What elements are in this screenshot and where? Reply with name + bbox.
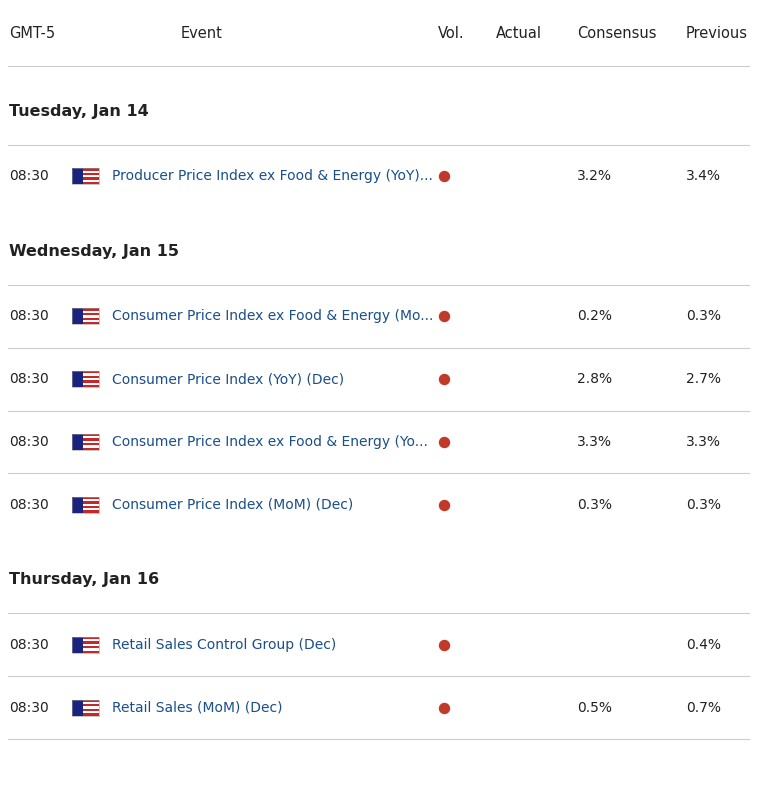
FancyBboxPatch shape: [83, 382, 99, 385]
Text: 0.3%: 0.3%: [686, 497, 721, 512]
Text: 3.3%: 3.3%: [686, 435, 721, 449]
Point: [438, 436, 450, 448]
FancyBboxPatch shape: [83, 506, 99, 508]
FancyBboxPatch shape: [83, 173, 99, 175]
FancyBboxPatch shape: [83, 499, 99, 502]
FancyBboxPatch shape: [83, 639, 99, 642]
Text: Consensus: Consensus: [577, 26, 656, 41]
Text: Consumer Price Index (YoY) (Dec): Consumer Price Index (YoY) (Dec): [112, 372, 344, 386]
Text: Vol.: Vol.: [438, 26, 465, 41]
Text: 3.2%: 3.2%: [577, 169, 612, 184]
FancyBboxPatch shape: [83, 443, 99, 445]
Point: [438, 373, 450, 386]
Text: 08:30: 08:30: [9, 309, 49, 324]
FancyBboxPatch shape: [83, 320, 99, 322]
Text: Consumer Price Index ex Food & Energy (Yo...: Consumer Price Index ex Food & Energy (Y…: [112, 435, 428, 449]
FancyBboxPatch shape: [83, 376, 99, 378]
Point: [438, 701, 450, 714]
Text: 08:30: 08:30: [9, 169, 49, 184]
FancyBboxPatch shape: [83, 441, 99, 443]
FancyBboxPatch shape: [83, 700, 99, 702]
FancyBboxPatch shape: [83, 317, 99, 320]
Text: 08:30: 08:30: [9, 638, 49, 652]
Text: Previous: Previous: [686, 26, 748, 41]
FancyBboxPatch shape: [83, 316, 99, 317]
FancyBboxPatch shape: [72, 434, 83, 450]
FancyBboxPatch shape: [83, 380, 99, 382]
Text: 08:30: 08:30: [9, 435, 49, 449]
Text: 0.4%: 0.4%: [686, 638, 721, 652]
FancyBboxPatch shape: [83, 497, 99, 499]
Text: 08:30: 08:30: [9, 372, 49, 386]
Text: Event: Event: [180, 26, 222, 41]
FancyBboxPatch shape: [83, 702, 99, 704]
Text: Tuesday, Jan 14: Tuesday, Jan 14: [9, 104, 149, 119]
FancyBboxPatch shape: [83, 648, 99, 650]
FancyBboxPatch shape: [83, 637, 99, 639]
Text: GMT-5: GMT-5: [9, 26, 55, 41]
FancyBboxPatch shape: [83, 644, 99, 646]
FancyBboxPatch shape: [83, 650, 99, 653]
FancyBboxPatch shape: [72, 497, 83, 513]
Text: Producer Price Index ex Food & Energy (YoY)...: Producer Price Index ex Food & Energy (Y…: [112, 169, 433, 184]
FancyBboxPatch shape: [83, 171, 99, 173]
FancyBboxPatch shape: [83, 436, 99, 439]
FancyBboxPatch shape: [83, 510, 99, 513]
Text: 0.3%: 0.3%: [686, 309, 721, 324]
Text: Retail Sales (MoM) (Dec): Retail Sales (MoM) (Dec): [112, 700, 282, 715]
FancyBboxPatch shape: [83, 313, 99, 316]
FancyBboxPatch shape: [83, 434, 99, 436]
FancyBboxPatch shape: [83, 385, 99, 387]
FancyBboxPatch shape: [83, 374, 99, 376]
Text: 2.7%: 2.7%: [686, 372, 721, 386]
Text: Consumer Price Index (MoM) (Dec): Consumer Price Index (MoM) (Dec): [112, 497, 354, 512]
FancyBboxPatch shape: [83, 177, 99, 180]
Text: 0.2%: 0.2%: [577, 309, 612, 324]
FancyBboxPatch shape: [83, 168, 99, 171]
FancyBboxPatch shape: [72, 637, 83, 653]
FancyBboxPatch shape: [83, 704, 99, 707]
FancyBboxPatch shape: [83, 182, 99, 184]
FancyBboxPatch shape: [83, 439, 99, 441]
FancyBboxPatch shape: [83, 502, 99, 504]
FancyBboxPatch shape: [83, 508, 99, 510]
Point: [438, 638, 450, 651]
FancyBboxPatch shape: [83, 708, 99, 711]
Text: 0.3%: 0.3%: [577, 497, 612, 512]
Text: 3.3%: 3.3%: [577, 435, 612, 449]
Point: [438, 498, 450, 511]
Text: Consumer Price Index ex Food & Energy (Mo...: Consumer Price Index ex Food & Energy (M…: [112, 309, 434, 324]
Point: [438, 170, 450, 183]
FancyBboxPatch shape: [83, 180, 99, 182]
FancyBboxPatch shape: [83, 707, 99, 708]
FancyBboxPatch shape: [83, 713, 99, 716]
Point: [438, 310, 450, 323]
FancyBboxPatch shape: [83, 445, 99, 448]
Text: 3.4%: 3.4%: [686, 169, 721, 184]
Text: Retail Sales Control Group (Dec): Retail Sales Control Group (Dec): [112, 638, 336, 652]
FancyBboxPatch shape: [83, 371, 99, 374]
Text: 0.7%: 0.7%: [686, 700, 721, 715]
Text: 2.8%: 2.8%: [577, 372, 612, 386]
FancyBboxPatch shape: [83, 175, 99, 177]
FancyBboxPatch shape: [83, 378, 99, 380]
FancyBboxPatch shape: [83, 646, 99, 648]
FancyBboxPatch shape: [83, 448, 99, 450]
Text: Thursday, Jan 16: Thursday, Jan 16: [9, 572, 159, 588]
Text: 0.5%: 0.5%: [577, 700, 612, 715]
FancyBboxPatch shape: [83, 642, 99, 644]
Text: 08:30: 08:30: [9, 700, 49, 715]
Text: Actual: Actual: [496, 26, 542, 41]
FancyBboxPatch shape: [72, 371, 83, 387]
FancyBboxPatch shape: [72, 308, 83, 324]
Text: 08:30: 08:30: [9, 497, 49, 512]
Text: Wednesday, Jan 15: Wednesday, Jan 15: [9, 244, 179, 259]
FancyBboxPatch shape: [83, 504, 99, 506]
FancyBboxPatch shape: [72, 700, 83, 716]
FancyBboxPatch shape: [83, 311, 99, 313]
FancyBboxPatch shape: [83, 308, 99, 311]
FancyBboxPatch shape: [72, 168, 83, 184]
FancyBboxPatch shape: [83, 322, 99, 324]
FancyBboxPatch shape: [83, 711, 99, 713]
